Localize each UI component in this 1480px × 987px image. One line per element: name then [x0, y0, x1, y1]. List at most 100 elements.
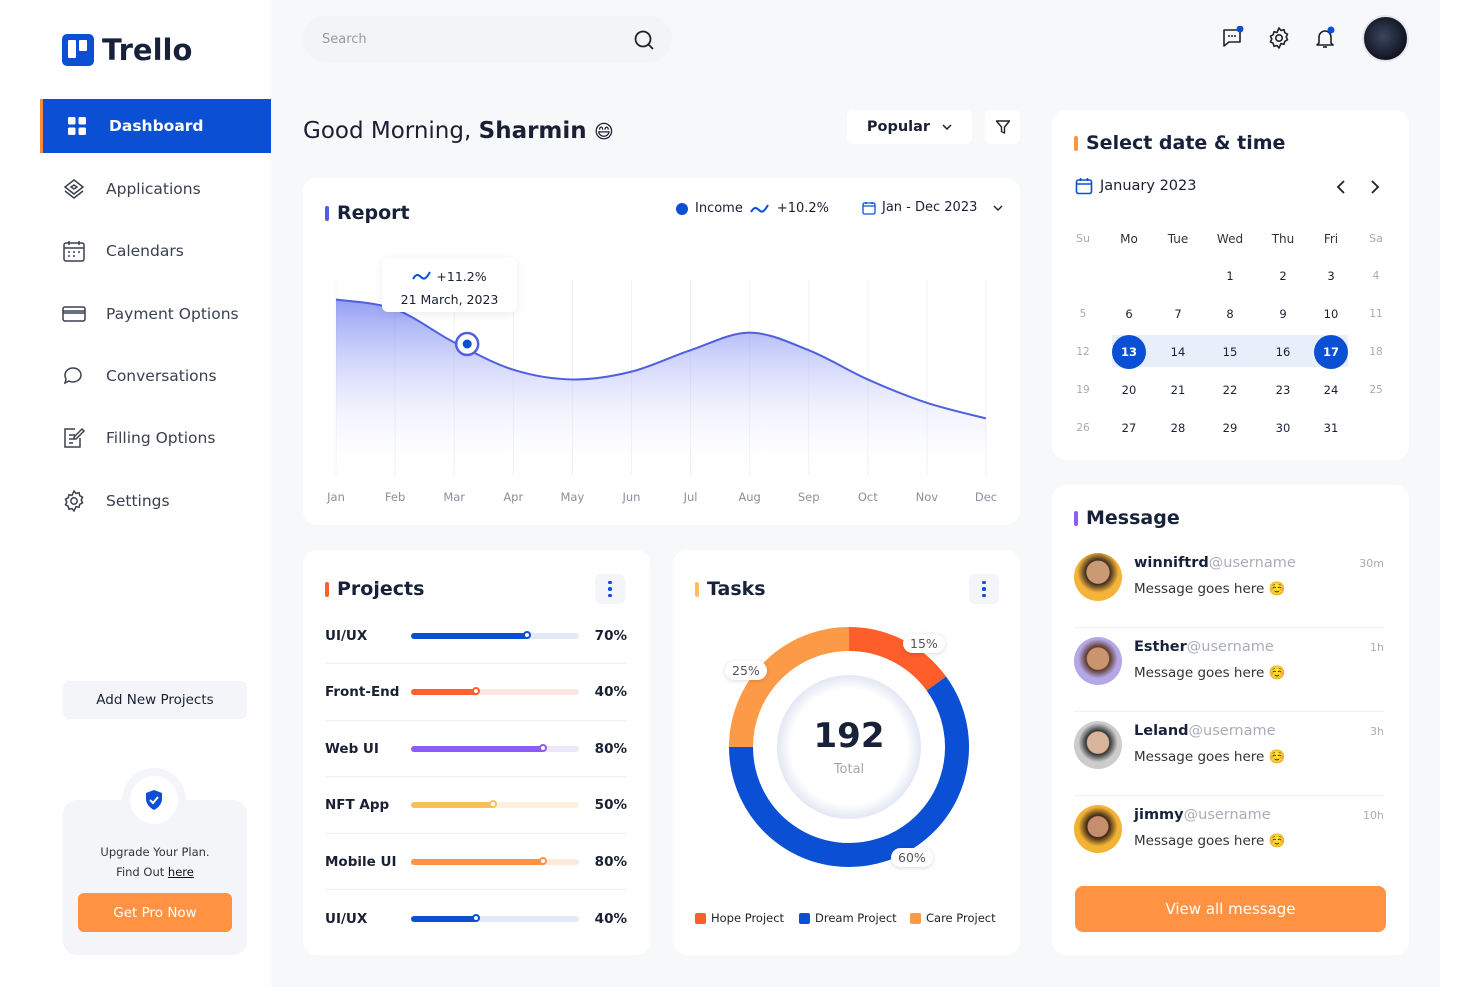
calendar-day[interactable]: 29 [1222, 421, 1238, 435]
get-pro-now-button[interactable]: Get Pro Now [78, 893, 232, 932]
report-legend: Income +10.2% [676, 201, 829, 216]
donut-segment-care-project[interactable] [729, 627, 850, 748]
calendar-day[interactable]: 2 [1279, 269, 1287, 283]
x-tick-label: Oct [858, 490, 878, 504]
avatar [1074, 721, 1122, 769]
calendar-day[interactable]: 4 [1372, 270, 1380, 282]
filter-button[interactable] [985, 110, 1020, 144]
calendar-day[interactable]: 1 [1226, 269, 1234, 283]
segment-label: 25% [725, 661, 767, 680]
search-icon[interactable] [633, 29, 655, 51]
progress-knob [472, 687, 481, 695]
calendar-day[interactable]: 25 [1369, 384, 1383, 396]
calendar-day[interactable]: 21 [1170, 383, 1186, 397]
message-item[interactable]: jimmy@username Message goes here ☺️ 10h [1074, 795, 1384, 880]
sidebar-item-conversations[interactable]: Conversations [40, 349, 271, 403]
sidebar-item-calendars[interactable]: Calendars [40, 224, 271, 278]
sidebar-item-label: Settings [106, 492, 170, 510]
emoji: ☺️ [1268, 749, 1286, 765]
calendar-day[interactable]: 6 [1125, 307, 1133, 321]
x-tick-label: Dec [975, 490, 997, 504]
legend-swatch [695, 912, 706, 924]
logo[interactable]: Trello [62, 33, 192, 67]
project-name: Web UI [325, 740, 379, 757]
gear-icon[interactable] [1267, 26, 1291, 50]
here-link[interactable]: here [167, 865, 194, 879]
donut-segment-dream-project[interactable] [729, 676, 969, 867]
progress-knob [472, 913, 481, 922]
calendar-day[interactable]: 3 [1327, 269, 1335, 283]
prev-month-icon[interactable] [1336, 180, 1346, 194]
calendar-day[interactable]: 27 [1121, 421, 1137, 435]
message-preview: Message goes here [1134, 749, 1265, 765]
sidebar-item-label: Conversations [106, 367, 217, 385]
legend-swatch [799, 912, 810, 924]
legend-item: Dream Project [799, 911, 897, 925]
progress-fill [411, 745, 546, 752]
date-range-value: Jan - Dec 2023 [882, 200, 978, 215]
segment-label: 60% [891, 848, 933, 867]
calendar-day[interactable]: 14 [1170, 345, 1186, 359]
calendar-day[interactable]: 28 [1170, 421, 1186, 435]
highlight-marker[interactable] [454, 331, 480, 357]
calendar-day[interactable]: 17 [1314, 335, 1348, 369]
user-avatar[interactable] [1362, 15, 1409, 62]
view-all-message-button[interactable]: View all message [1075, 886, 1386, 932]
calendar-day[interactable]: 9 [1279, 307, 1287, 321]
message-item[interactable]: Leland@username Message goes here ☺️ 3h [1074, 711, 1384, 796]
bell-icon[interactable] [1313, 26, 1337, 50]
project-progress-bar [411, 630, 579, 639]
messages-icon[interactable] [1220, 26, 1244, 50]
sidebar-item-settings[interactable]: Settings [40, 474, 271, 528]
donut-segment-hope-project[interactable] [848, 627, 947, 691]
message-time: 30m [1359, 557, 1384, 570]
calendar-day[interactable]: 26 [1076, 422, 1090, 434]
calendar-day[interactable]: 23 [1275, 383, 1291, 397]
calendar-day[interactable]: 15 [1222, 345, 1238, 359]
add-new-projects-button[interactable]: Add New Projects [63, 681, 247, 719]
calendar-day[interactable]: 30 [1275, 421, 1291, 435]
message-item[interactable]: winniftrd@username Message goes here ☺️ 30… [1074, 543, 1384, 628]
x-tick-label: Nov [916, 490, 939, 504]
calendar-day[interactable]: 16 [1275, 345, 1291, 359]
progress-knob [522, 630, 531, 639]
calendar-day[interactable]: 7 [1174, 307, 1182, 321]
sort-dropdown[interactable]: Popular [847, 110, 972, 144]
x-tick-label: Aug [738, 490, 760, 504]
calendar-day[interactable]: 8 [1226, 307, 1234, 321]
avatar [1074, 553, 1122, 601]
calendar-day[interactable]: 13 [1112, 335, 1146, 369]
calendar-day[interactable]: 24 [1323, 383, 1339, 397]
sidebar-item-payment-options[interactable]: Payment Options [40, 287, 271, 341]
weekday-label: Su [1076, 232, 1090, 245]
message-preview: Message goes here [1134, 665, 1265, 681]
next-month-icon[interactable] [1370, 180, 1380, 194]
date-range-dropdown[interactable]: Jan - Dec 2023 [862, 200, 1003, 215]
shield-icon [146, 790, 162, 810]
calendar-day[interactable]: 11 [1369, 308, 1383, 320]
message-item[interactable]: Esther@username Message goes here ☺️ 1h [1074, 627, 1384, 712]
calendar-day[interactable]: 18 [1369, 346, 1383, 358]
sidebar-item-dashboard[interactable]: Dashboard [40, 99, 271, 153]
calendar-day[interactable]: 20 [1121, 383, 1137, 397]
sidebar-item-applications[interactable]: Applications [40, 162, 271, 216]
project-percent: 40% [594, 910, 627, 927]
calendar-day[interactable]: 12 [1076, 346, 1090, 358]
project-progress-bar [411, 743, 579, 752]
sidebar-item-filling-options[interactable]: Filling Options [40, 411, 271, 465]
search-input[interactable]: Search [303, 16, 672, 62]
calendar-day[interactable]: 5 [1079, 308, 1087, 320]
projects-more-button[interactable] [595, 574, 625, 604]
project-percent: 80% [594, 853, 627, 870]
messages-card: Message winniftrd@username Message goes h… [1052, 485, 1409, 955]
tasks-more-button[interactable] [969, 574, 999, 604]
project-percent: 80% [594, 740, 627, 757]
sidebar-item-label: Applications [106, 180, 201, 198]
income-line [335, 298, 987, 420]
calendar-day[interactable]: 22 [1222, 383, 1238, 397]
calendar-title: Select date & time [1086, 132, 1286, 154]
calendar-day[interactable]: 31 [1323, 421, 1339, 435]
calendar-day[interactable]: 10 [1323, 307, 1339, 321]
calendar-day[interactable]: 19 [1076, 384, 1090, 396]
legend-label: Hope Project [711, 911, 785, 925]
